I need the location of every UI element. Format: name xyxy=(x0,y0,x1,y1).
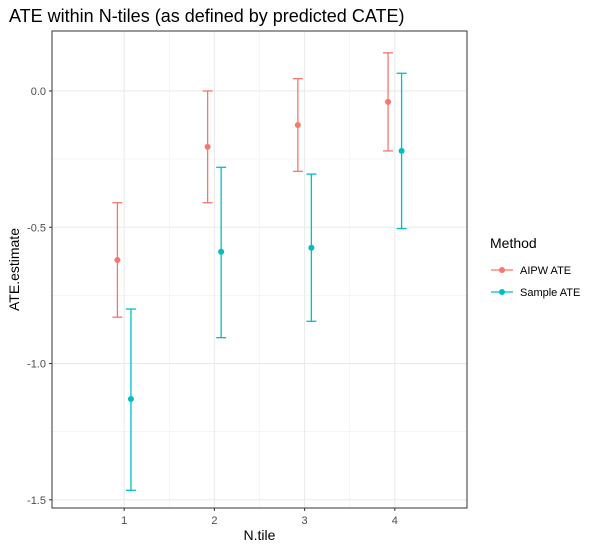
y-tick-label: -0.5 xyxy=(27,222,46,234)
legend-title: Method xyxy=(490,235,537,251)
x-tick-label: 2 xyxy=(211,515,217,527)
y-tick-label: -1.0 xyxy=(27,359,46,371)
data-layer xyxy=(112,52,407,491)
data-point xyxy=(127,395,134,402)
panel-border xyxy=(51,30,468,509)
data-point xyxy=(114,256,121,263)
legend-item: AIPW ATE xyxy=(491,265,571,277)
x-tick-label: 3 xyxy=(302,515,308,527)
y-axis-label: ATE.estimate xyxy=(6,228,22,311)
axes: 0.0 -0.5 -1.0 -1.5 1 2 3 4 xyxy=(27,86,398,527)
legend: Method AIPW ATE Sample ATE xyxy=(490,235,580,299)
legend-label: Sample ATE xyxy=(520,287,580,299)
grid xyxy=(52,31,467,508)
legend-label: AIPW ATE xyxy=(520,265,571,277)
x-tick-label: 4 xyxy=(392,515,398,527)
legend-key-point xyxy=(499,289,505,295)
data-point xyxy=(204,143,211,150)
y-tick-label: 0.0 xyxy=(31,86,46,98)
data-point xyxy=(398,147,405,154)
data-point xyxy=(218,248,225,255)
x-axis-label: N.tile xyxy=(244,527,276,543)
data-point xyxy=(294,122,301,129)
y-tick-label: -1.5 xyxy=(27,495,46,507)
x-tick-label: 1 xyxy=(121,515,127,527)
chart-title: ATE within N-tiles (as defined by predic… xyxy=(9,6,404,26)
legend-key-point xyxy=(499,267,505,273)
data-point xyxy=(385,98,392,105)
data-point xyxy=(308,244,315,251)
legend-item: Sample ATE xyxy=(491,287,580,299)
